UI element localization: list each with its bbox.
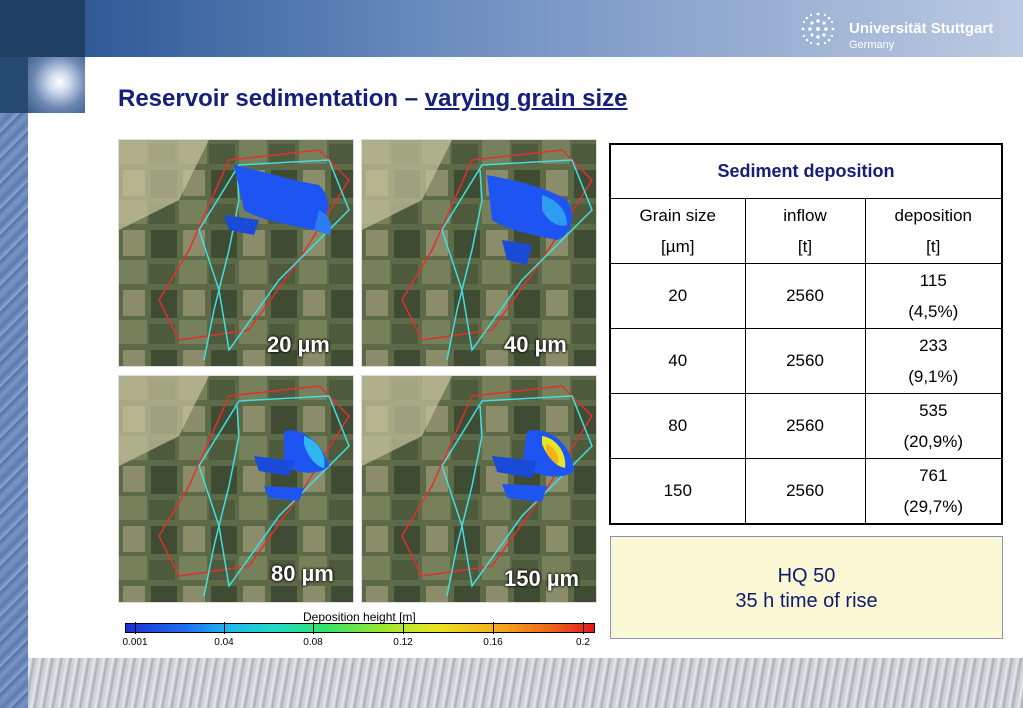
map-grain-40: 40 µm <box>361 139 597 367</box>
cell-grain: 80 <box>609 392 746 459</box>
colorbar-tick <box>135 622 136 634</box>
colorbar-tick <box>403 622 404 634</box>
cell-deposition: 761 (29,7%) <box>864 457 1003 525</box>
cell-deposition: 535 (20,9%) <box>864 392 1003 459</box>
deposition-percent: (29,7%) <box>903 496 964 516</box>
left-decor-dark <box>0 57 28 113</box>
colorbar <box>125 623 595 633</box>
map-grain-80: 80 µm <box>118 375 354 603</box>
map-grain-20: 20 µm <box>118 139 354 367</box>
colorbar-tick-label: 0.04 <box>214 637 234 648</box>
table-header-row: Grain size [µm] inflow [t] deposition [t… <box>609 197 1003 264</box>
map-label: 150 µm <box>504 566 580 591</box>
deposition-value: 535 <box>919 400 948 420</box>
header-inflow: inflow [t] <box>744 197 866 264</box>
university-country: Germany <box>849 39 895 51</box>
colorbar-title: Deposition height [m] <box>303 610 416 624</box>
header-unit: [µm] <box>661 236 695 256</box>
cell-inflow: 2560 <box>744 392 866 459</box>
header-line: inflow <box>783 205 827 225</box>
cell-grain: 20 <box>609 262 746 329</box>
map-label: 80 µm <box>271 561 334 586</box>
table-row: 20 2560 115 (4,5%) <box>609 262 1003 329</box>
title-subtitle: varying grain size <box>424 85 628 112</box>
cell-grain: 40 <box>609 327 746 394</box>
header-band <box>85 0 1023 57</box>
header-deposition: deposition [t] <box>864 197 1003 264</box>
cell-deposition: 233 (9,1%) <box>864 327 1003 394</box>
header-dark-block <box>0 0 85 57</box>
note-line-1: HQ 50 <box>777 565 836 587</box>
table-row: 80 2560 535 (20,9%) <box>609 392 1003 459</box>
colorbar-tick-label: 0.08 <box>303 637 323 648</box>
deposition-percent: (9,1%) <box>908 366 959 386</box>
table-row: 150 2560 761 (29,7%) <box>609 457 1003 525</box>
colorbar-tick <box>313 622 314 634</box>
header-line: Grain size <box>639 205 717 225</box>
cell-inflow: 2560 <box>744 327 866 394</box>
colorbar-tick <box>493 622 494 634</box>
colorbar-tick-label: 0.001 <box>122 637 148 648</box>
note-line-2: 35 h time of rise <box>735 590 878 612</box>
bottom-grass-photo <box>28 658 1023 708</box>
scenario-note: HQ 50 35 h time of rise <box>610 536 1003 639</box>
colorbar-tick-label: 0.12 <box>393 637 413 648</box>
university-name: Universität Stuttgart <box>849 20 994 37</box>
slide-title: Reservoir sedimentation – varying grain … <box>118 85 628 113</box>
left-decor-strip <box>0 57 28 708</box>
cell-deposition: 115 (4,5%) <box>864 262 1003 329</box>
colorbar-tick-label: 0.16 <box>483 637 503 648</box>
map-label: 40 µm <box>504 332 567 357</box>
cell-inflow: 2560 <box>744 457 866 525</box>
sediment-deposition-table: Sediment deposition Grain size [µm] infl… <box>609 143 1003 525</box>
corner-photo <box>28 57 85 113</box>
colorbar-tick <box>583 622 584 634</box>
deposition-value: 233 <box>919 335 948 355</box>
table-row: 40 2560 233 (9,1%) <box>609 327 1003 394</box>
deposition-percent: (20,9%) <box>903 431 964 451</box>
colorbar-tick-label: 0.2 <box>576 637 590 648</box>
map-label: 20 µm <box>267 332 330 357</box>
title-main: Reservoir sedimentation – <box>118 85 425 112</box>
university-logo-icon <box>801 12 835 46</box>
deposition-percent: (4,5%) <box>908 301 959 321</box>
cell-inflow: 2560 <box>744 262 866 329</box>
deposition-value: 761 <box>919 465 948 485</box>
map-grain-150: 150 µm <box>361 375 597 603</box>
table-title: Sediment deposition <box>609 143 1003 199</box>
deposition-value: 115 <box>919 270 947 290</box>
header-unit: [t] <box>926 236 941 256</box>
header-grain-size: Grain size [µm] <box>609 197 746 264</box>
header-unit: [t] <box>797 236 813 256</box>
header-line: deposition <box>894 205 972 225</box>
university-logo: Universität Stuttgart Germany <box>797 8 1007 52</box>
colorbar-tick <box>224 622 225 634</box>
cell-grain: 150 <box>609 457 746 525</box>
